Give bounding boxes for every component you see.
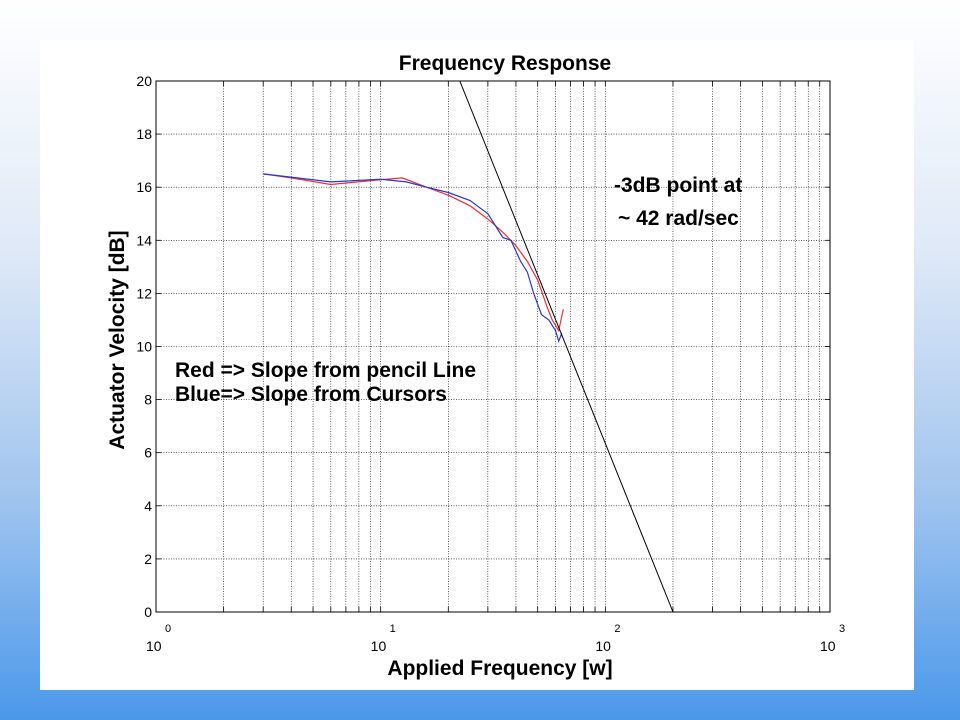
x-tick-base: 10 — [595, 638, 611, 654]
annotation-3db-line1: -3dB point at — [614, 174, 742, 197]
grid-lines — [156, 81, 830, 612]
y-tick-label: 8 — [144, 392, 152, 408]
series-blue-cursors — [263, 173, 563, 344]
x-tick-exponent: 1 — [390, 623, 396, 635]
y-tick-label: 6 — [144, 445, 152, 461]
annotation-legend-red: Red => Slope from pencil Line — [175, 359, 476, 382]
x-tick-base: 10 — [146, 638, 162, 654]
series-red-pencil-line — [263, 173, 564, 333]
y-tick-label: 0 — [144, 604, 152, 620]
y-tick-label: 18 — [136, 126, 152, 142]
x-tick-exponent: 2 — [614, 623, 620, 635]
x-tick-base: 10 — [820, 638, 836, 654]
y-axis-label: Actuator Velocity [dB] — [106, 230, 129, 449]
y-tick-label: 14 — [136, 232, 152, 248]
tick-marks — [155, 80, 830, 613]
slide-panel — [40, 40, 914, 690]
y-tick-label: 12 — [136, 285, 152, 301]
y-tick-label: 16 — [136, 179, 152, 195]
x-axis-label: Applied Frequency [w] — [387, 657, 612, 680]
y-tick-label: 2 — [144, 551, 152, 567]
x-tick-base: 10 — [371, 638, 387, 654]
y-tick-label: 20 — [136, 73, 152, 89]
x-tick-label: 102 — [595, 623, 620, 654]
x-tick-label: 101 — [371, 623, 396, 654]
x-tick-label: 103 — [820, 623, 845, 654]
annotation-legend-blue: Blue=> Slope from Cursors — [175, 383, 447, 406]
y-tick-label: 4 — [144, 498, 152, 514]
x-tick-exponent: 0 — [165, 623, 171, 635]
asymptote-line — [459, 81, 674, 612]
y-tick-label: 10 — [136, 339, 152, 355]
series-layer — [263, 81, 674, 612]
y-tick-labels: 0 2 4 6 8 10 12 14 16 18 20 — [136, 73, 152, 620]
chart-title: Frequency Response — [399, 52, 611, 75]
x-tick-label: 100 — [146, 623, 171, 654]
annotation-3db-line2: ~ 42 rad/sec — [618, 207, 739, 230]
x-tick-exponent: 3 — [839, 623, 845, 635]
